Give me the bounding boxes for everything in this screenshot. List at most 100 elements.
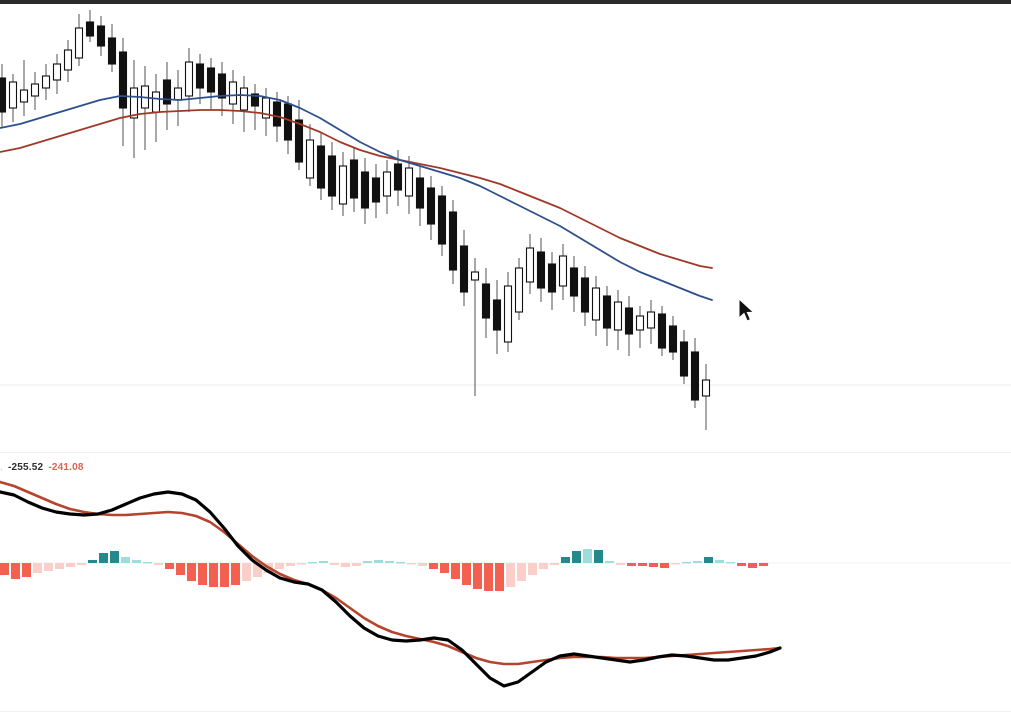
macd-histogram-bar: [297, 563, 306, 565]
macd-histogram-bar: [594, 550, 603, 563]
macd-chart-canvas[interactable]: [0, 453, 1011, 718]
macd-histogram-bar: [363, 561, 372, 563]
candle-body: [470, 271, 480, 281]
macd-histogram-bar: [473, 563, 482, 589]
macd-histogram-bar: [55, 563, 64, 569]
candle-body: [635, 315, 645, 331]
candle-body: [690, 351, 700, 401]
macd-histogram-bar: [165, 563, 174, 569]
macd-histogram-bar: [319, 561, 328, 563]
macd-histogram-bar: [407, 563, 416, 565]
candle-body: [173, 87, 183, 101]
macd-legend-prefix: .: [0, 462, 3, 473]
panel-divider: [0, 452, 1011, 453]
macd-histogram-bar: [308, 562, 317, 564]
candle-body: [0, 77, 7, 113]
macd-histogram-bar: [638, 563, 647, 566]
macd-histogram-bar: [605, 561, 614, 563]
macd-histogram-bar: [572, 551, 581, 563]
candle-series[interactable]: [0, 10, 711, 430]
candle-body: [162, 79, 172, 105]
macd-histogram-bar: [242, 563, 251, 581]
macd-histogram-bar: [330, 563, 339, 565]
candle-body: [701, 379, 711, 397]
candle-body: [217, 73, 227, 99]
macd-histogram-bar: [286, 563, 295, 566]
candle-body: [437, 195, 447, 245]
macd-histogram-bar: [385, 561, 394, 563]
candle-body: [228, 81, 238, 105]
candle-body: [668, 325, 678, 353]
macd-histogram-bar: [660, 563, 669, 568]
macd-histogram-bar: [209, 563, 218, 587]
macd-histogram-bar: [418, 563, 427, 566]
macd-histogram-bar: [22, 563, 31, 577]
price-candlestick-panel[interactable]: [0, 4, 1011, 453]
macd-histogram-bar: [44, 563, 53, 571]
candle-body: [41, 75, 51, 89]
candle-body: [459, 245, 469, 293]
macd-histogram-bar: [748, 563, 757, 568]
candle-body: [184, 61, 194, 97]
candle-body: [74, 27, 84, 59]
macd-histogram-bar: [0, 563, 9, 575]
macd-histogram-bar: [726, 562, 735, 564]
candle-body: [415, 177, 425, 209]
macd-histogram-bar: [110, 551, 119, 563]
candle-body: [646, 311, 656, 329]
macd-histogram-bar: [649, 563, 658, 567]
candle-body: [481, 283, 491, 319]
candle-body: [613, 301, 623, 331]
candle-body: [558, 255, 568, 287]
macd-histogram-bar: [396, 562, 405, 564]
candle-body: [96, 25, 106, 47]
macd-histogram-bar: [176, 563, 185, 575]
candle-body: [305, 139, 315, 179]
macd-histogram-bar: [627, 563, 636, 566]
candle-body: [591, 287, 601, 321]
candle-body: [426, 187, 436, 225]
macd-histogram-bar: [143, 562, 152, 564]
macd-histogram-bar: [11, 563, 20, 579]
candle-body: [547, 263, 557, 293]
candle-body: [569, 267, 579, 297]
candle-body: [327, 155, 337, 197]
macd-histogram-bar: [715, 560, 724, 563]
candle-body: [272, 101, 282, 127]
macd-histogram-bar: [99, 553, 108, 563]
ma-slow-line: [0, 109, 713, 269]
candle-body: [151, 91, 161, 113]
macd-legend: . -255.52 -241.08: [0, 462, 84, 474]
macd-histogram-bar: [187, 563, 196, 581]
candle-body: [8, 81, 18, 109]
macd-histogram-bar: [528, 563, 537, 575]
macd-line: [0, 490, 782, 688]
candle-body: [382, 171, 392, 197]
candle-body: [657, 313, 667, 349]
macd-histogram: [0, 549, 768, 591]
bottom-divider: [0, 711, 1011, 712]
macd-histogram-bar: [517, 563, 526, 581]
candle-body: [283, 103, 293, 141]
candle-body: [316, 145, 326, 189]
macd-histogram-bar: [682, 562, 691, 564]
macd-signal-value: -241.08: [48, 462, 84, 473]
price-chart-canvas[interactable]: [0, 4, 1011, 453]
candle-body: [195, 63, 205, 89]
candle-body: [129, 87, 139, 119]
macd-indicator-panel[interactable]: [0, 453, 1011, 718]
macd-histogram-bar: [506, 563, 515, 587]
macd-histogram-bar: [462, 563, 471, 585]
candle-body: [492, 299, 502, 331]
macd-histogram-bar: [220, 563, 229, 587]
candle-body: [52, 63, 62, 81]
candle-body: [404, 167, 414, 197]
macd-histogram-bar: [88, 560, 97, 563]
candle-body: [536, 251, 546, 289]
macd-histogram-bar: [539, 563, 548, 569]
candle-body: [118, 51, 128, 109]
window-top-edge: [0, 0, 1011, 4]
macd-histogram-bar: [231, 563, 240, 585]
candle-body: [448, 211, 458, 271]
